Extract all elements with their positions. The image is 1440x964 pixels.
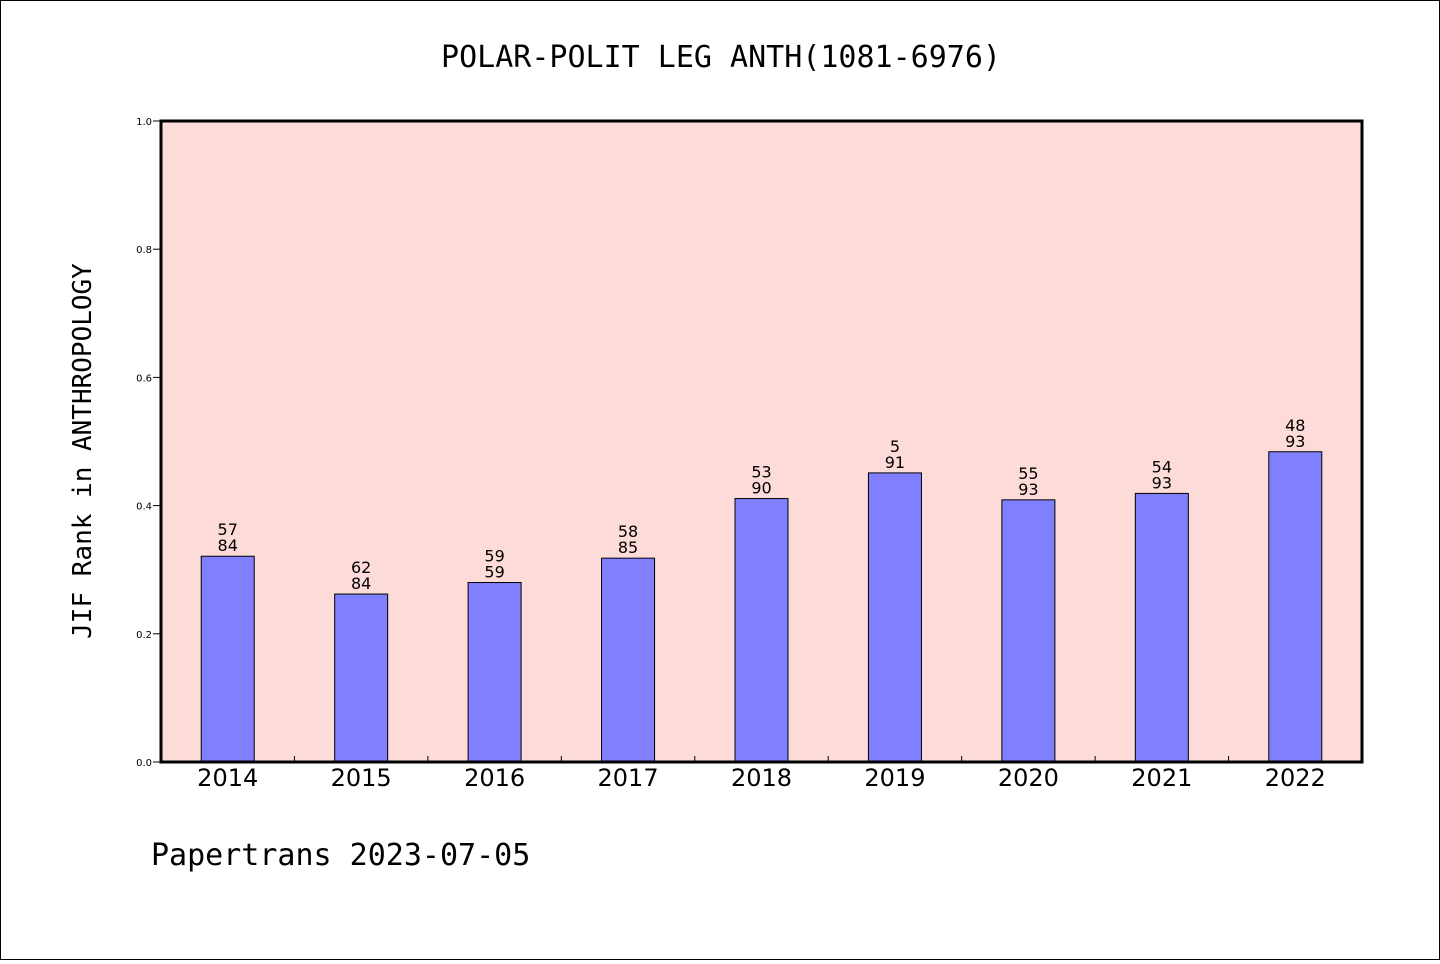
bar-rank-label: 57 bbox=[218, 520, 238, 539]
bar-2021 bbox=[1134, 492, 1189, 763]
x-tick-label: 2022 bbox=[1265, 764, 1326, 792]
bar-2015 bbox=[334, 593, 389, 763]
bar-2018 bbox=[734, 498, 789, 763]
bar-total-label: 90 bbox=[751, 479, 771, 498]
bar-total-label: 84 bbox=[351, 574, 371, 593]
bar-rank-label: 55 bbox=[1018, 464, 1038, 483]
y-tick-label: 0.0 bbox=[136, 758, 152, 769]
x-tick-label: 2019 bbox=[864, 764, 925, 792]
bar-total-label: 84 bbox=[218, 536, 238, 555]
bar-rank-label: 58 bbox=[618, 522, 638, 541]
bar-rank-label: 53 bbox=[751, 463, 771, 482]
bar-rank-label: 48 bbox=[1285, 416, 1305, 435]
bar-2016 bbox=[467, 582, 522, 763]
bar-2020 bbox=[1001, 499, 1056, 763]
bar-total-label: 93 bbox=[1018, 480, 1038, 499]
plot-border bbox=[159, 119, 1364, 764]
y-tick-label: 0.4 bbox=[136, 502, 152, 513]
bar-total-label: 85 bbox=[618, 538, 638, 557]
x-tick-label: 2021 bbox=[1131, 764, 1192, 792]
bar-total-label: 93 bbox=[1152, 473, 1172, 492]
footer-credit: Papertrans 2023-07-05 bbox=[151, 838, 530, 873]
y-tick-label: 0.6 bbox=[136, 373, 152, 384]
x-tick-label: 2018 bbox=[731, 764, 792, 792]
bar-rank-label: 59 bbox=[484, 547, 504, 566]
bar-rank-label: 5 bbox=[890, 437, 900, 456]
x-tick-label: 2015 bbox=[331, 764, 392, 792]
bar-total-label: 59 bbox=[484, 563, 504, 582]
bar-total-label: 91 bbox=[885, 453, 905, 472]
x-axis-tick-labels: 2014 2015 2016 2017 2018 2019 2020 2021 2022 bbox=[197, 756, 1326, 792]
y-tick-label: 1.0 bbox=[136, 117, 152, 128]
x-tick-label: 2020 bbox=[998, 764, 1059, 792]
bar-2014 bbox=[200, 555, 255, 763]
y-axis-ticks: 0.0 0.2 0.4 0.6 0.8 1.0 bbox=[136, 117, 161, 769]
y-tick-label: 0.8 bbox=[136, 245, 152, 256]
x-tick-label: 2017 bbox=[598, 764, 659, 792]
bar-rank-label: 62 bbox=[351, 558, 371, 577]
bar-total-label: 93 bbox=[1285, 432, 1305, 451]
bar-2022 bbox=[1268, 451, 1323, 763]
bar-2017 bbox=[601, 557, 656, 763]
y-tick-label: 0.2 bbox=[136, 630, 152, 641]
bar-2019 bbox=[867, 472, 922, 763]
y-axis-label: JIF Rank in ANTHROPOLOGY bbox=[68, 263, 98, 639]
x-tick-label: 2014 bbox=[197, 764, 258, 792]
bar-rank-label: 54 bbox=[1152, 457, 1172, 476]
x-tick-label: 2016 bbox=[464, 764, 525, 792]
chart-title: POLAR-POLIT LEG ANTH(1081-6976) bbox=[441, 40, 1001, 75]
